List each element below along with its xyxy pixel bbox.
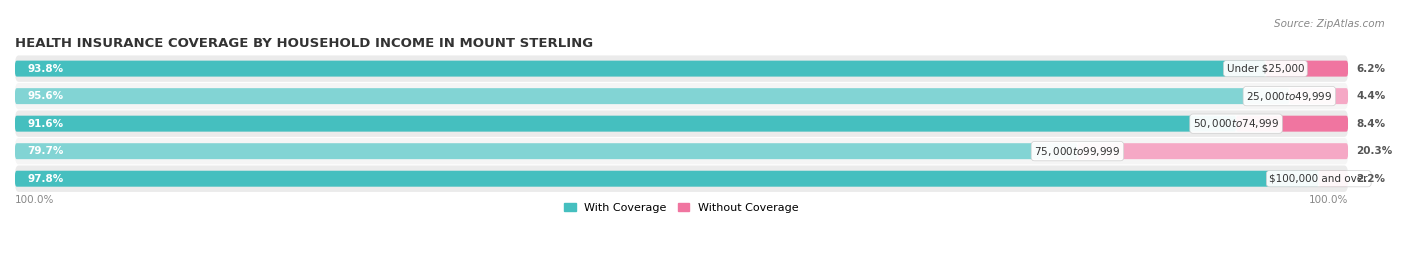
Text: $25,000 to $49,999: $25,000 to $49,999 (1246, 90, 1333, 103)
Text: 100.0%: 100.0% (15, 195, 55, 205)
FancyBboxPatch shape (15, 143, 1077, 159)
Text: 2.2%: 2.2% (1357, 174, 1385, 184)
FancyBboxPatch shape (15, 138, 1348, 164)
Text: 4.4%: 4.4% (1357, 91, 1385, 101)
Text: 79.7%: 79.7% (27, 146, 63, 156)
Text: 8.4%: 8.4% (1357, 119, 1385, 129)
FancyBboxPatch shape (15, 171, 1319, 187)
FancyBboxPatch shape (15, 61, 1265, 77)
Legend: With Coverage, Without Coverage: With Coverage, Without Coverage (560, 198, 803, 217)
FancyBboxPatch shape (1236, 116, 1348, 132)
Text: $100,000 and over: $100,000 and over (1270, 174, 1368, 184)
Text: HEALTH INSURANCE COVERAGE BY HOUSEHOLD INCOME IN MOUNT STERLING: HEALTH INSURANCE COVERAGE BY HOUSEHOLD I… (15, 37, 593, 49)
Text: 97.8%: 97.8% (27, 174, 63, 184)
Text: Under $25,000: Under $25,000 (1226, 63, 1305, 74)
FancyBboxPatch shape (15, 165, 1348, 192)
Text: 95.6%: 95.6% (27, 91, 63, 101)
FancyBboxPatch shape (15, 88, 1289, 104)
Text: $75,000 to $99,999: $75,000 to $99,999 (1035, 145, 1121, 158)
FancyBboxPatch shape (15, 83, 1348, 109)
FancyBboxPatch shape (1319, 171, 1348, 187)
FancyBboxPatch shape (15, 55, 1348, 82)
FancyBboxPatch shape (1289, 88, 1348, 104)
Text: Source: ZipAtlas.com: Source: ZipAtlas.com (1274, 19, 1385, 29)
Text: 6.2%: 6.2% (1357, 63, 1385, 74)
FancyBboxPatch shape (15, 111, 1348, 137)
Text: 100.0%: 100.0% (1309, 195, 1348, 205)
FancyBboxPatch shape (15, 116, 1236, 132)
Text: 20.3%: 20.3% (1357, 146, 1392, 156)
FancyBboxPatch shape (1265, 61, 1348, 77)
Text: 93.8%: 93.8% (27, 63, 63, 74)
FancyBboxPatch shape (1077, 143, 1348, 159)
Text: $50,000 to $74,999: $50,000 to $74,999 (1192, 117, 1279, 130)
Text: 91.6%: 91.6% (27, 119, 63, 129)
